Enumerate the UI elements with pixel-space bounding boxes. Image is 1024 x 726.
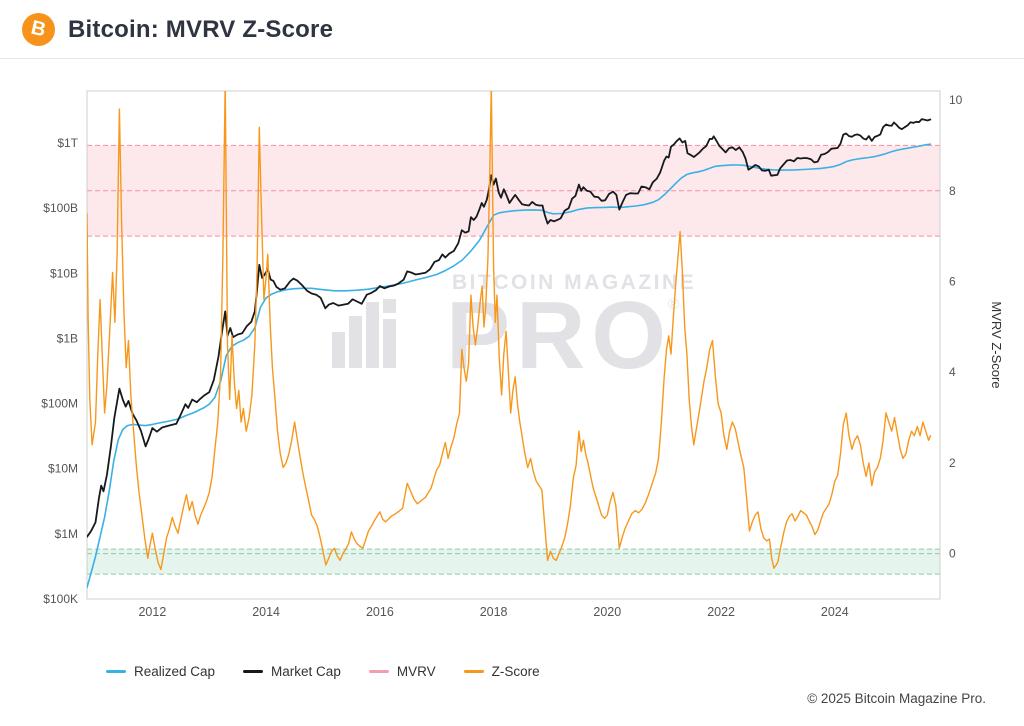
mvrv-swatch-icon (368, 669, 389, 673)
watermark-registered-icon: ® (668, 296, 679, 313)
footer-copyright: © 2025 Bitcoin Magazine Pro. (807, 691, 986, 706)
watermark-line2: PRO (446, 282, 672, 389)
y-left-tick-label: $100B (43, 201, 78, 215)
chart-legend: Realized Cap Market Cap MVRV Z-Score (0, 659, 1024, 683)
y-right-tick-label: 10 (949, 93, 963, 107)
x-axis-tick-label: 2024 (821, 605, 849, 619)
y-right-tick-label: 6 (949, 275, 956, 289)
chart-area: BITCOIN MAGAZINE PRO ® $100K $1M $10M $100M $1B… (0, 59, 1024, 649)
market-cap-line[interactable] (87, 118, 932, 538)
watermark-bars-icon (383, 299, 396, 313)
legend-label: Market Cap (271, 663, 341, 679)
y-right-tick-label: 4 (949, 365, 956, 379)
y-left-tick-label: $100K (43, 592, 78, 606)
x-axis-tick-label: 2022 (707, 605, 735, 619)
x-axis-tick-label: 2014 (252, 605, 280, 619)
y-right-tick-label: 2 (949, 456, 956, 470)
x-axis-tick-label: 2016 (366, 605, 394, 619)
market-cap-swatch-icon (243, 669, 264, 673)
y-left-tick-label: $100M (41, 397, 78, 411)
z-score-swatch-icon (463, 669, 484, 673)
y-left-tick-label: $1B (57, 332, 78, 346)
x-axis-tick-label: 2020 (593, 605, 621, 619)
y-left-tick-label: $1M (55, 527, 78, 541)
watermark-line1: BITCOIN MAGAZINE (452, 271, 696, 294)
y-left-tick-label: $1T (57, 136, 78, 150)
watermark-bars-icon (383, 319, 396, 368)
right-axis-title: MVRV Z-Score (989, 301, 1004, 388)
legend-label: Z-Score (491, 663, 540, 679)
legend-label: Realized Cap (134, 663, 216, 679)
legend-label: MVRV (396, 663, 436, 679)
x-axis-tick-label: 2012 (138, 605, 166, 619)
watermark-bars-icon (349, 316, 362, 368)
band-zscore-undervalued (87, 549, 940, 574)
realized-cap-line[interactable] (87, 143, 932, 589)
y-left-tick-label: $10M (48, 462, 78, 476)
y-right-tick-label: 8 (949, 184, 956, 198)
legend-item-mvrv[interactable]: MVRV (368, 663, 436, 679)
plot-border (86, 90, 941, 600)
y-left-tick-label: $10B (50, 266, 78, 280)
realized-cap-swatch-icon (106, 669, 126, 673)
header: B Bitcoin: MVRV Z-Score (0, 0, 1024, 59)
y-right-tick-label: 0 (949, 547, 956, 561)
legend-item-realized-cap[interactable]: Realized Cap (106, 664, 215, 679)
watermark-bars-icon (332, 332, 345, 368)
legend-item-market-cap[interactable]: Market Cap (243, 664, 341, 679)
bitcoin-logo-glyph: B (29, 16, 49, 42)
bitcoin-logo-icon: B (22, 13, 55, 46)
z-score-line[interactable] (87, 82, 931, 571)
page-title: Bitcoin: MVRV Z-Score (68, 15, 334, 43)
legend-item-z-score[interactable]: Z-Score (463, 663, 540, 679)
x-axis-tick-label: 2018 (480, 605, 508, 619)
watermark-bars-icon (366, 302, 379, 368)
